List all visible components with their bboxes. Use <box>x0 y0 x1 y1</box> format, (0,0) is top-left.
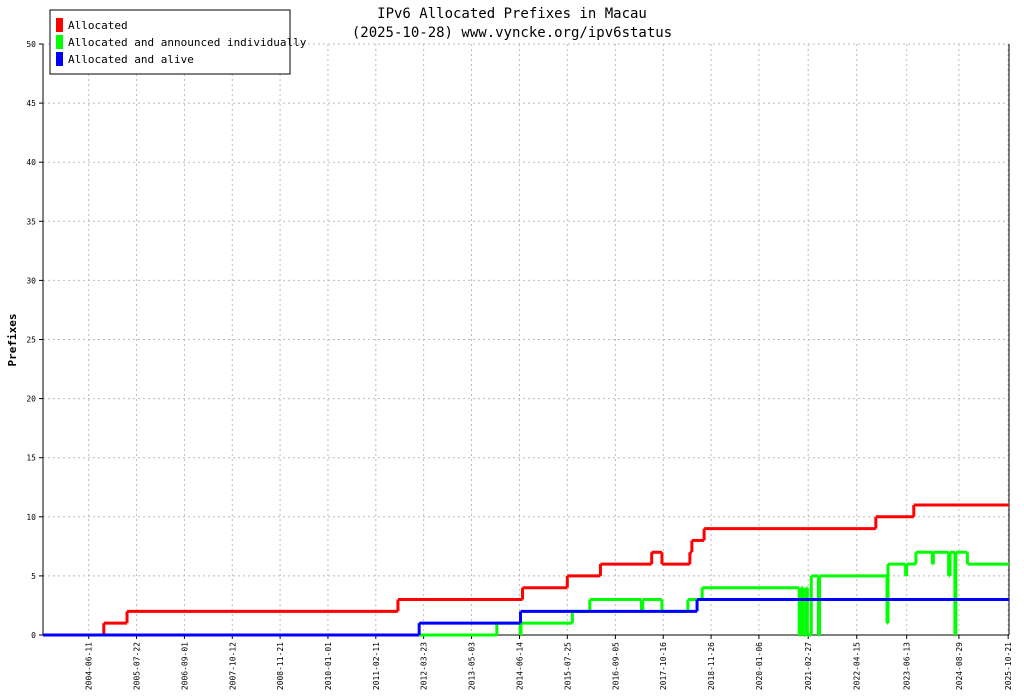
legend-label: Allocated <box>68 19 128 32</box>
legend-swatch <box>56 18 63 32</box>
x-tick-label: 2021-02-27 <box>804 642 813 690</box>
legend-box <box>49 9 291 75</box>
chart-title: IPv6 Allocated Prefixes in Macau <box>377 6 647 22</box>
y-tick-label: 35 <box>26 217 36 226</box>
x-tick-label: 2014-06-14 <box>515 642 524 690</box>
legend-swatch <box>56 52 63 66</box>
x-tick-label: 2015-07-25 <box>563 642 572 690</box>
y-tick-label: 5 <box>31 572 36 581</box>
y-axis-label: Prefixes <box>6 314 19 367</box>
x-tick-label: 2005-07-22 <box>133 642 142 690</box>
x-tick-label: 2018-11-26 <box>707 642 716 690</box>
x-tick-label: 2007-10-12 <box>228 642 237 690</box>
y-tick-label: 40 <box>26 158 36 167</box>
y-tick-label: 10 <box>26 513 36 522</box>
y-tick-label: 0 <box>31 631 36 640</box>
y-tick-label: 50 <box>26 40 36 49</box>
x-tick-label: 2008-11-21 <box>276 642 285 690</box>
y-tick-label: 20 <box>26 395 36 404</box>
x-tick-label: 2022-04-15 <box>853 642 862 690</box>
legend: Allocated Allocated and announced individ… <box>49 9 307 75</box>
legend-label: Allocated and alive <box>68 53 194 66</box>
x-tick-label: 2010-01-01 <box>324 642 333 690</box>
series-line <box>43 598 1009 637</box>
x-tick-label: 2004-06-11 <box>85 642 94 690</box>
x-tick-label: 2017-10-16 <box>659 642 668 690</box>
legend-swatch <box>56 35 63 49</box>
x-tick-label: 2016-09-05 <box>611 642 620 690</box>
x-tick-label: 2013-05-03 <box>467 642 476 690</box>
x-tick-label: 2012-03-23 <box>420 642 429 690</box>
series-line <box>43 503 1009 637</box>
y-tick-label: 15 <box>26 454 36 463</box>
chart-subtitle: (2025-10-28) www.vyncke.org/ipv6status <box>352 25 672 41</box>
legend-label: Allocated and announced individually <box>68 36 307 49</box>
x-tick-label: 2011-02-11 <box>372 642 381 690</box>
y-tick-label: 25 <box>26 336 36 345</box>
series-line <box>43 550 1009 637</box>
x-tick-label: 2024-08-29 <box>955 642 964 690</box>
x-tick-label: 2020-01-06 <box>755 642 764 690</box>
x-tick-label: 2006-09-01 <box>180 642 189 690</box>
x-tick-label: 2025-10-21 <box>1004 642 1013 690</box>
x-tick-label: 2023-06-13 <box>903 642 912 690</box>
y-tick-label: 45 <box>26 99 36 108</box>
y-tick-label: 30 <box>26 276 36 285</box>
